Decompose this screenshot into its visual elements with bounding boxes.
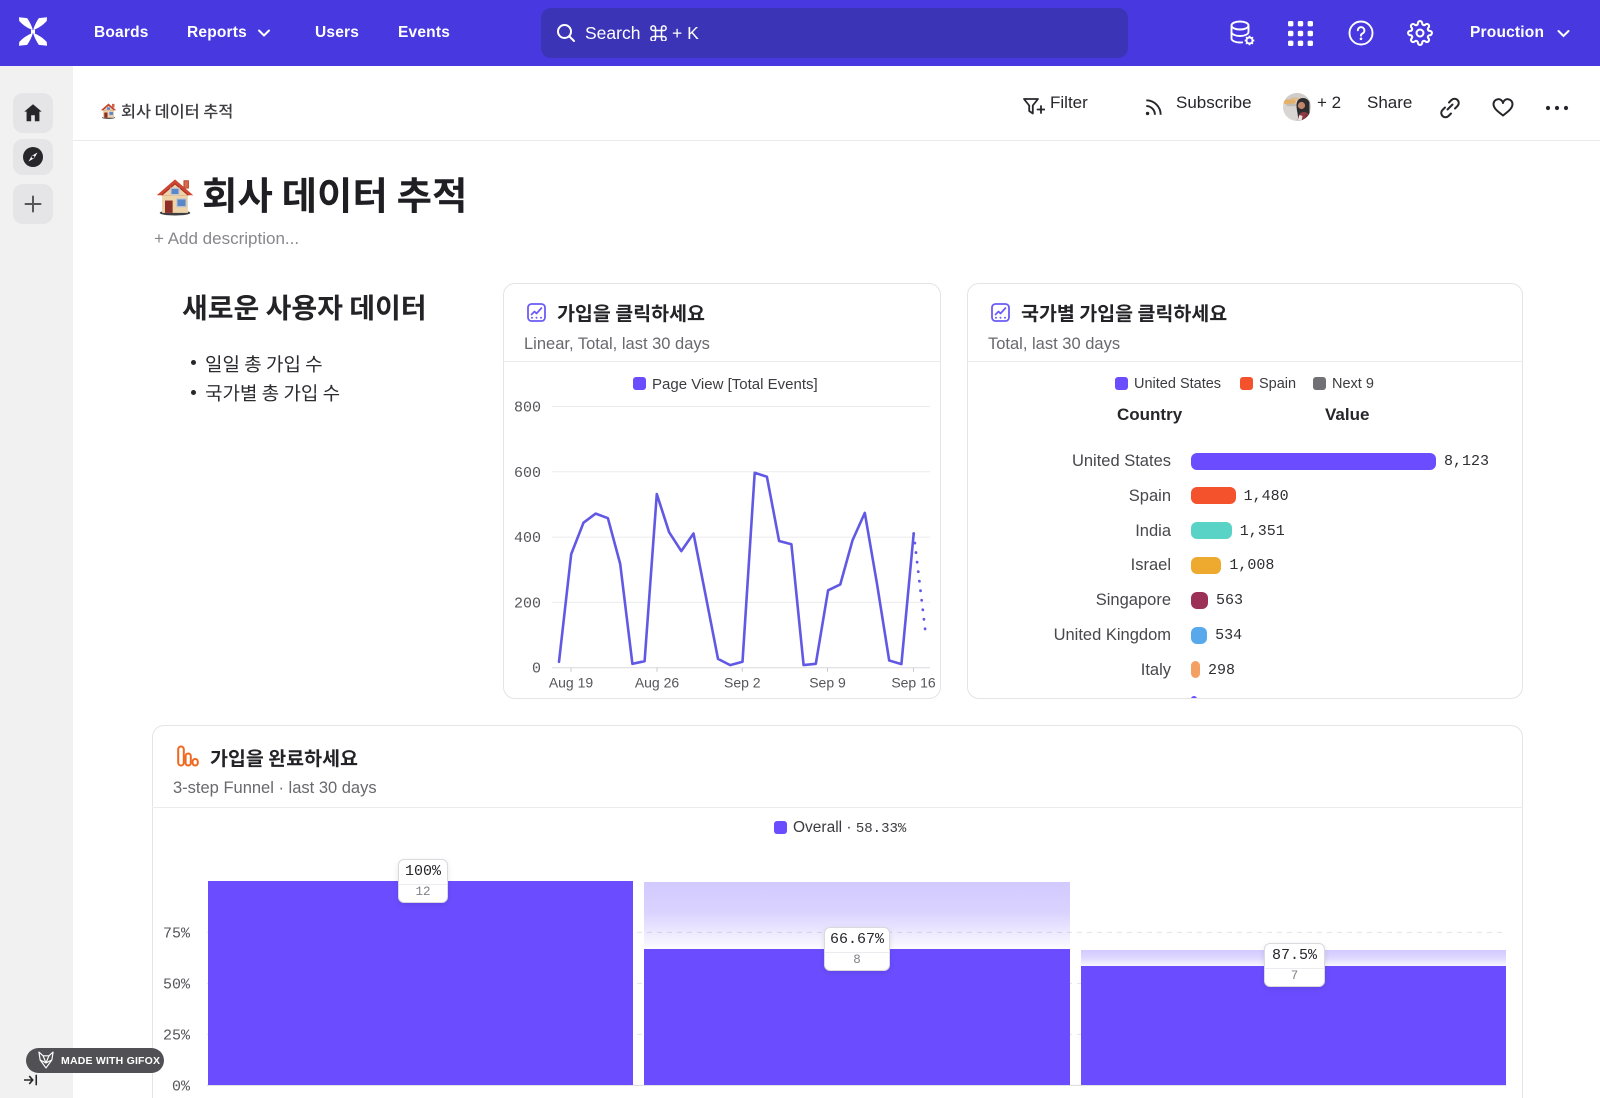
svg-text:400: 400 — [514, 530, 541, 547]
svg-text:Aug 26: Aug 26 — [635, 675, 680, 691]
svg-text:25%: 25% — [163, 1027, 191, 1044]
svg-text:200: 200 — [514, 595, 541, 612]
svg-text:Sep 2: Sep 2 — [724, 675, 761, 691]
svg-text:800: 800 — [514, 400, 541, 417]
svg-text:Sep 9: Sep 9 — [809, 675, 846, 691]
svg-text:0: 0 — [532, 661, 541, 678]
svg-text:Aug 19: Aug 19 — [549, 675, 594, 691]
svg-text:Sep 16: Sep 16 — [891, 675, 936, 691]
svg-text:75%: 75% — [163, 925, 191, 942]
svg-text:50%: 50% — [163, 976, 191, 993]
svg-text:600: 600 — [514, 465, 541, 482]
svg-text:0%: 0% — [172, 1078, 191, 1095]
